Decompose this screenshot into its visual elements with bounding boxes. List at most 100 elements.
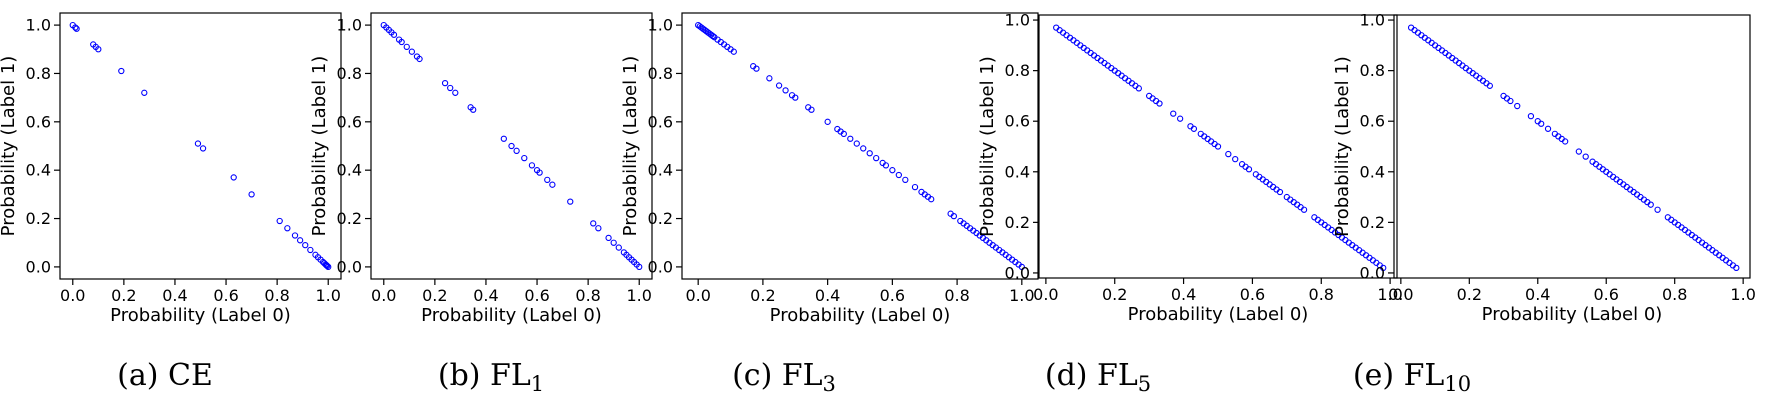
data-point <box>199 145 207 152</box>
data-point <box>408 48 416 55</box>
y-tick-label: 1.0 <box>648 16 673 35</box>
panel-caption-main: (a) CE <box>117 358 213 393</box>
data-point <box>889 167 896 174</box>
data-point <box>866 150 873 157</box>
data-point <box>1245 166 1253 173</box>
y-axis-label: Probability (Label 1) <box>0 56 19 237</box>
y-tick-label: 0.0 <box>1360 263 1385 282</box>
y-axis-label: Probability (Label 1) <box>309 56 330 237</box>
y-tick-label: 0.4 <box>1005 162 1030 181</box>
x-tick-label: 0.0 <box>1388 285 1413 304</box>
panel-caption-subscript: 10 <box>1444 372 1471 396</box>
data-point <box>615 244 622 251</box>
data-point <box>284 225 291 232</box>
data-point <box>248 191 255 198</box>
data-point <box>902 176 909 184</box>
y-tick-label: 0.8 <box>1005 61 1030 80</box>
x-axis-label: Probability (Label 0) <box>421 305 602 326</box>
x-tick-label: 0.6 <box>880 286 905 305</box>
x-axis-label: Probability (Label 0) <box>770 305 951 326</box>
y-tick-label: 0.4 <box>337 161 362 180</box>
y-tick-label: 0.6 <box>1005 112 1030 131</box>
data-point <box>882 162 890 169</box>
plot-frame <box>370 12 653 280</box>
x-tick-label: 0.4 <box>162 286 187 305</box>
panel-caption-main: (d) FL <box>1045 358 1138 393</box>
data-point <box>194 140 202 147</box>
data-point <box>1276 188 1284 196</box>
data-point <box>1214 143 1222 150</box>
data-point <box>950 212 958 220</box>
data-point <box>230 174 237 181</box>
y-tick-label: 0.6 <box>1360 112 1385 131</box>
x-tick-label: 0.4 <box>473 286 498 305</box>
data-point <box>323 262 330 269</box>
y-tick-label: 1.0 <box>337 16 362 35</box>
data-point <box>291 232 299 239</box>
x-tick-label: 0.4 <box>815 286 840 305</box>
chart-panel-4: 0.0 0.2 0.4 0.6 0.8 1.00.00.20.40.60.81.0Prob… <box>977 11 1403 396</box>
data-point <box>1190 125 1198 132</box>
x-tick-label: 0.2 <box>111 286 136 305</box>
data-point <box>860 145 867 152</box>
chart-panel-2: 0.0 0.2 0.4 0.6 0.8 1.0 0.0 0.2 0.4 0.6 0.8 1.0 Prob… <box>309 12 653 396</box>
data-point <box>1575 148 1582 155</box>
data-point <box>307 246 314 254</box>
panel-caption-main: (b) FL <box>438 358 531 393</box>
data-point <box>1582 153 1589 160</box>
data-point <box>447 84 454 92</box>
x-tick-label: 0.6 <box>213 286 238 305</box>
data-point <box>1380 264 1387 272</box>
x-axis-label: Probability (Label 0) <box>1482 304 1663 325</box>
data-point <box>549 181 556 188</box>
data-point <box>302 241 309 249</box>
data-point <box>325 263 332 271</box>
y-tick-label: 0.0 <box>337 257 362 276</box>
data-point <box>1538 120 1545 127</box>
y-tick-label: 0.8 <box>337 64 362 83</box>
x-axis-label: Probability (Label 0) <box>110 305 291 326</box>
y-tick-label: 1.0 <box>26 16 51 35</box>
x-tick-label: 0.2 <box>1457 285 1482 304</box>
x-tick-label: 0.8 <box>944 286 969 305</box>
data-point <box>452 89 459 96</box>
data-point <box>508 142 515 150</box>
x-tick-label: 0.2 <box>1102 285 1127 304</box>
data-point <box>72 24 79 31</box>
plot-frame <box>1393 14 1751 279</box>
x-tick-label: 0.8 <box>1309 285 1334 304</box>
panel-caption: (c) FL3 <box>732 358 836 396</box>
data-point <box>595 225 602 232</box>
x-tick-label: 0.8 <box>264 286 289 305</box>
data-point <box>1647 201 1654 208</box>
data-points <box>1407 24 1740 272</box>
x-tick-label: 1.0 <box>627 286 652 305</box>
data-points <box>695 21 1025 271</box>
data-point <box>1232 155 1239 163</box>
data-point <box>141 89 148 96</box>
data-point <box>1562 138 1569 145</box>
data-point <box>1156 100 1163 107</box>
y-tick-label: 0.6 <box>337 112 362 131</box>
data-point <box>470 106 477 113</box>
data-point <box>808 106 815 113</box>
y-axis-label: Probability (Label 1) <box>620 56 641 237</box>
data-point <box>1527 113 1535 120</box>
x-tick-label: 0.8 <box>1662 285 1687 304</box>
data-point <box>1300 206 1308 213</box>
data-point <box>296 237 304 244</box>
y-tick-label: 0.0 <box>26 257 51 276</box>
data-point <box>1176 115 1184 122</box>
y-tick-label: 0.0 <box>1005 263 1030 282</box>
y-tick-label: 0.6 <box>648 112 673 131</box>
data-point <box>824 118 831 125</box>
data-point <box>1654 206 1661 213</box>
data-point <box>605 234 612 242</box>
data-point <box>276 217 283 225</box>
y-tick-label: 0.6 <box>26 112 51 131</box>
y-tick-label: 0.0 <box>648 257 673 276</box>
data-point <box>73 25 80 32</box>
data-point <box>709 32 716 40</box>
y-tick-label: 0.8 <box>26 64 51 83</box>
panel-caption: (a) CE <box>117 358 213 393</box>
